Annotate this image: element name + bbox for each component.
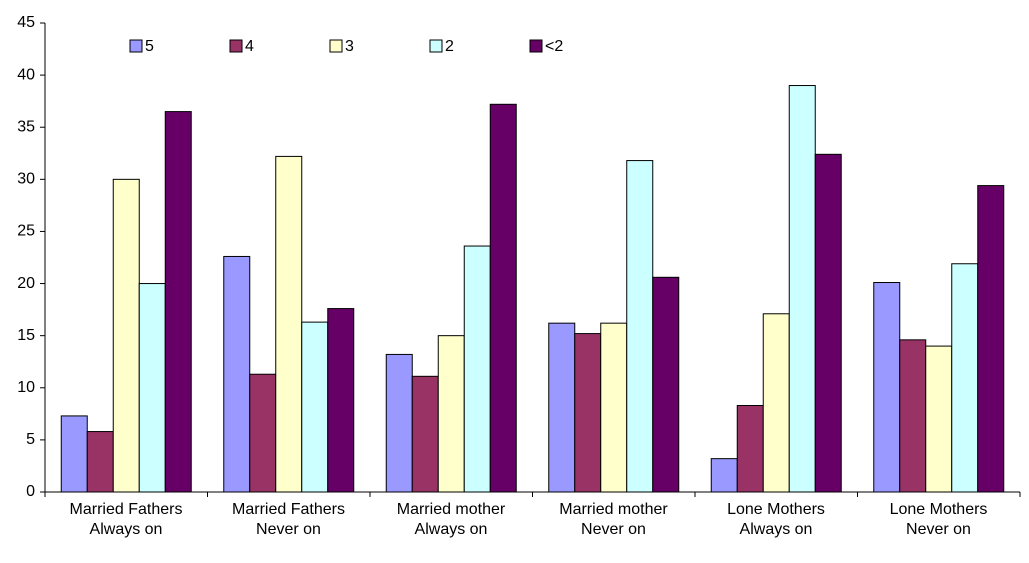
bar xyxy=(710,458,738,493)
bar xyxy=(873,282,901,493)
bar xyxy=(249,373,277,493)
x-tick-label: Married mother Always on xyxy=(396,501,506,538)
bar xyxy=(275,155,303,493)
bar xyxy=(814,153,842,493)
bar xyxy=(788,85,816,493)
bar xyxy=(164,111,192,493)
y-tick-label: 35 xyxy=(17,118,35,135)
bar xyxy=(652,276,680,493)
bar xyxy=(489,103,517,493)
bar xyxy=(327,308,355,493)
x-tick-label: Lone Mothers Never on xyxy=(889,501,988,538)
legend-swatch xyxy=(129,39,143,53)
legend-swatch xyxy=(429,39,443,53)
y-tick-label: 45 xyxy=(17,14,35,31)
x-tick-label: Married mother Never on xyxy=(559,501,668,538)
bar xyxy=(762,313,790,493)
legend-label: 3 xyxy=(345,38,354,55)
bar xyxy=(548,322,576,493)
y-tick-label: 0 xyxy=(26,483,35,500)
bar xyxy=(899,339,927,493)
legend-swatch xyxy=(529,39,543,53)
y-tick-label: 40 xyxy=(17,66,35,83)
y-tick-label: 25 xyxy=(17,223,35,240)
legend-swatch xyxy=(229,39,243,53)
legend-swatch xyxy=(329,39,343,53)
y-tick-label: 30 xyxy=(17,171,35,188)
bar xyxy=(138,283,166,493)
x-tick-label: Lone Mothers Always on xyxy=(727,501,825,538)
x-tick-label: Married Fathers Always on xyxy=(69,501,183,538)
bar xyxy=(574,333,602,493)
x-tick-label: Married Fathers Never on xyxy=(232,501,345,538)
bar xyxy=(925,345,953,493)
bar xyxy=(385,353,413,493)
bar xyxy=(437,335,465,493)
bar xyxy=(60,415,88,493)
bar xyxy=(223,255,251,493)
legend-label: 4 xyxy=(245,38,254,55)
bar xyxy=(463,245,491,493)
y-tick-label: 20 xyxy=(17,275,35,292)
bar xyxy=(86,431,114,493)
y-tick-label: 5 xyxy=(26,431,35,448)
legend-label: 2 xyxy=(445,38,454,55)
y-tick-label: 10 xyxy=(17,379,35,396)
bar xyxy=(112,178,140,493)
bar xyxy=(736,404,764,493)
bar xyxy=(951,263,979,493)
bar xyxy=(411,375,439,493)
legend-label: 5 xyxy=(145,38,154,55)
bar xyxy=(977,185,1005,493)
bar xyxy=(301,321,329,493)
y-tick-label: 15 xyxy=(17,327,35,344)
bar xyxy=(600,322,628,493)
bar xyxy=(626,160,654,493)
legend-label: <2 xyxy=(545,38,563,55)
